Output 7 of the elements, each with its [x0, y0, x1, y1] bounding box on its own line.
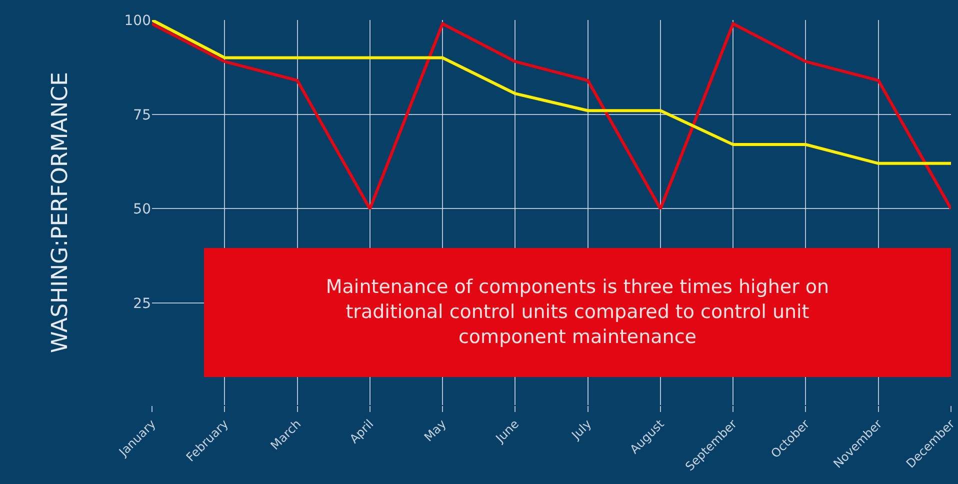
line-series: [152, 20, 951, 165]
y-axis-title: WASHING:PERFORMANCE: [48, 72, 74, 353]
y-tick-label: 50: [133, 202, 151, 218]
line-series: [152, 22, 951, 210]
y-tick-label: 75: [133, 107, 151, 124]
y-tick-label: 100: [124, 12, 151, 29]
y-tick-label: 25: [133, 296, 151, 312]
